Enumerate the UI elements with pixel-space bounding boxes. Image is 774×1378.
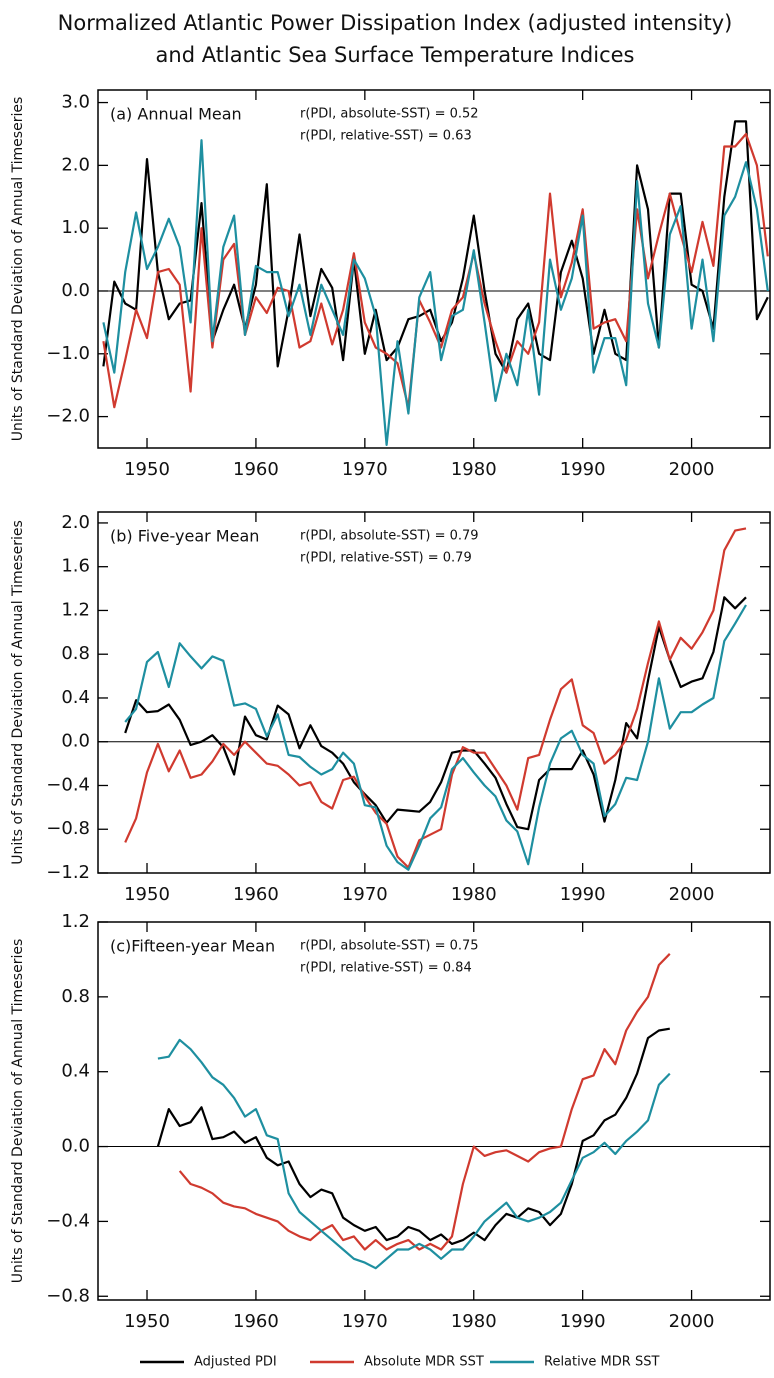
y-tick-label: 2.0 (61, 512, 90, 533)
plot-frame (97, 89, 771, 449)
x-tick-label: 1950 (124, 459, 170, 480)
x-tick-label: 1970 (342, 459, 388, 480)
y-tick-label: −0.8 (46, 1285, 90, 1306)
y-tick-label: 0.8 (61, 643, 90, 664)
x-tick-label: 1950 (124, 884, 170, 905)
series-line (156, 1027, 670, 1245)
x-tick-label: 1990 (560, 459, 606, 480)
y-tick-label: −0.8 (46, 818, 90, 839)
x-tick-label: 1980 (451, 884, 497, 905)
y-tick-label: −1.2 (46, 862, 90, 883)
x-tick-label: 1980 (451, 459, 497, 480)
y-tick-label: 1.6 (61, 556, 90, 577)
y-tick-label: 0.0 (61, 1136, 90, 1157)
correlation-text: r(PDI, relative-SST) = 0.84 (300, 961, 472, 976)
y-tick-label: 2.0 (61, 154, 90, 175)
y-tick-label: 3.0 (61, 92, 90, 113)
y-tick-label: −0.4 (46, 774, 90, 795)
series-line (157, 1038, 671, 1270)
series-line (124, 527, 747, 869)
y-tick-label: 0.4 (61, 1061, 90, 1082)
legend-label: Relative MDR SST (544, 1355, 659, 1370)
chart-title: Normalized Atlantic Power Dissipation In… (58, 11, 733, 35)
x-tick-label: 2000 (669, 884, 715, 905)
x-tick-label: 1960 (233, 884, 279, 905)
plot-frame (97, 511, 771, 874)
legend-label: Absolute MDR SST (364, 1355, 484, 1370)
x-tick-label: 1960 (233, 459, 279, 480)
series-line (178, 953, 671, 1251)
panel-label: (b) Five-year Mean (110, 527, 259, 546)
series-line (124, 604, 747, 871)
x-tick-label: 1970 (342, 1311, 388, 1332)
correlation-text: r(PDI, absolute-SST) = 0.79 (300, 529, 479, 544)
y-tick-label: −1.0 (46, 343, 90, 364)
y-tick-label: 1.2 (61, 599, 90, 620)
x-tick-label: 1950 (124, 1311, 170, 1332)
y-tick-label: 1.0 (61, 217, 90, 238)
y-tick-label: 0.4 (61, 687, 90, 708)
y-tick-label: 1.2 (61, 911, 90, 932)
x-tick-label: 1970 (342, 884, 388, 905)
y-tick-label: 0.0 (61, 280, 90, 301)
y-tick-label: −2.0 (46, 406, 90, 427)
chart-title: and Atlantic Sea Surface Temperature Ind… (156, 43, 635, 67)
correlation-text: r(PDI, relative-SST) = 0.79 (300, 551, 472, 566)
plot-frame (97, 921, 771, 1301)
y-tick-label: −0.4 (46, 1210, 90, 1231)
panel-label: (a) Annual Mean (110, 105, 242, 124)
x-tick-label: 2000 (669, 1311, 715, 1332)
panel-label: (c)Fifteen-year Mean (110, 937, 275, 956)
y-axis-label: Units of Standard Deviation of Annual Ti… (10, 520, 26, 865)
y-axis-label: Units of Standard Deviation of Annual Ti… (10, 939, 26, 1284)
correlation-text: r(PDI, absolute-SST) = 0.75 (300, 939, 479, 954)
x-tick-label: 1960 (233, 1311, 279, 1332)
series-line (102, 139, 769, 446)
x-tick-label: 1980 (451, 1311, 497, 1332)
y-tick-label: 0.8 (61, 986, 90, 1007)
legend-label: Adjusted PDI (194, 1355, 277, 1370)
y-tick-label: 0.0 (61, 731, 90, 752)
y-axis-label: Units of Standard Deviation of Annual Ti… (10, 97, 26, 442)
x-tick-label: 1990 (560, 1311, 606, 1332)
correlation-text: r(PDI, absolute-SST) = 0.52 (300, 107, 479, 122)
x-tick-label: 2000 (669, 459, 715, 480)
correlation-text: r(PDI, relative-SST) = 0.63 (300, 129, 472, 144)
x-tick-label: 1990 (560, 884, 606, 905)
series-line (124, 596, 747, 831)
